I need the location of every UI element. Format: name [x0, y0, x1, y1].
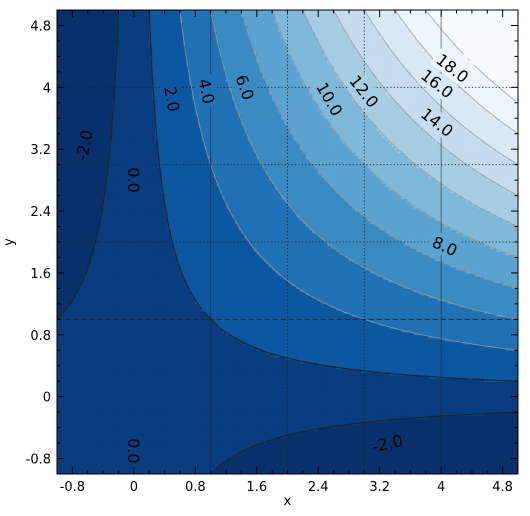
contour-chart: 18.016.014.012.010.08.06.04.02.00.00.0-2… — [0, 0, 530, 516]
